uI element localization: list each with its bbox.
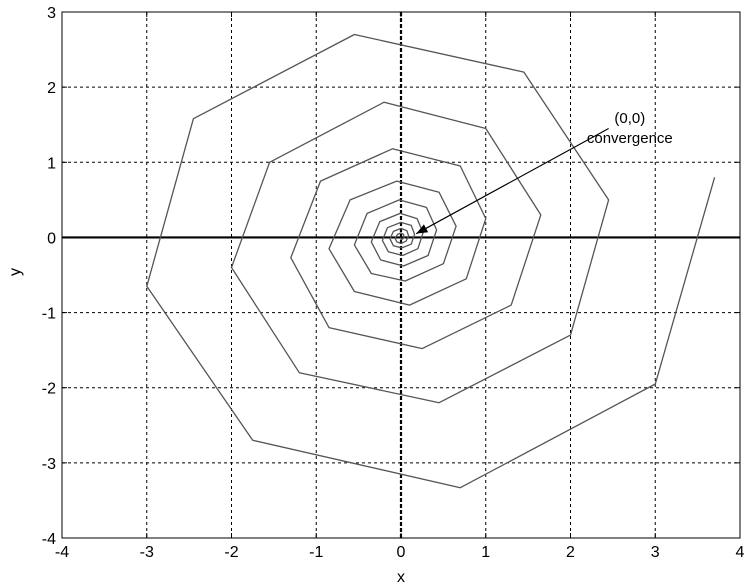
y-tick-label: -2 xyxy=(42,381,56,398)
zero-axes xyxy=(62,12,740,538)
y-tick-labels: -4 -3 -2 -1 0 1 2 3 xyxy=(42,5,56,548)
x-tick-label: 1 xyxy=(481,544,490,561)
annotation-layer: (0,0) convergence xyxy=(415,110,673,235)
annotation-text: (0,0) xyxy=(614,110,645,127)
annotation-text: convergence xyxy=(587,130,673,147)
x-tick-label: 4 xyxy=(736,544,745,561)
tick-marks xyxy=(61,11,741,539)
y-tick-label: -4 xyxy=(42,531,56,548)
y-tick-label: 3 xyxy=(47,5,56,22)
y-axis-label: y xyxy=(7,268,24,276)
annotation-arrow-head xyxy=(416,224,429,234)
x-tick-label: 0 xyxy=(397,544,406,561)
spiral-trajectory-line xyxy=(146,33,716,489)
x-tick-label: -1 xyxy=(309,544,323,561)
series-layer xyxy=(146,33,716,489)
x-axis-label: x xyxy=(397,569,405,586)
x-tick-labels: -4 -3 -2 -1 0 1 2 3 4 xyxy=(55,544,745,561)
y-tick-label: 0 xyxy=(47,230,56,247)
x-tick-label: -3 xyxy=(140,544,154,561)
y-tick-label: 1 xyxy=(47,155,56,172)
x-tick-label: 2 xyxy=(566,544,575,561)
annotation-arrow-line xyxy=(415,127,609,235)
y-tick-label: -3 xyxy=(42,456,56,473)
x-tick-label: -4 xyxy=(55,544,69,561)
x-tick-label: -2 xyxy=(224,544,238,561)
y-tick-label: 2 xyxy=(47,80,56,97)
y-tick-label: -1 xyxy=(42,306,56,323)
x-tick-label: 3 xyxy=(651,544,660,561)
